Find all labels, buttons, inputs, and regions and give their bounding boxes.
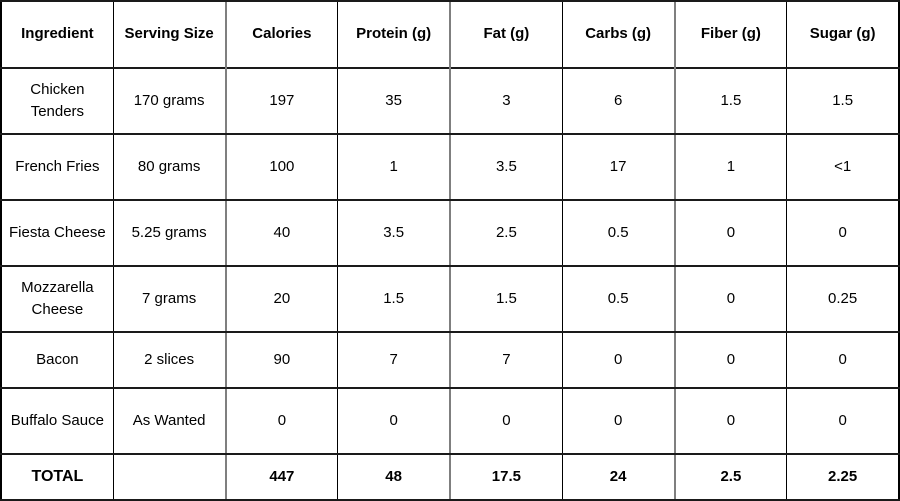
header-cell-sugar: Sugar (g) [786,0,900,69]
protein-cell: 1.5 [337,265,451,333]
ingredient-cell: Fiesta Cheese [0,199,114,267]
fat-cell: 7 [448,331,563,389]
sugar-cell: 1.5 [786,67,900,135]
total-label: TOTAL [0,453,114,501]
calories-cell: 40 [224,199,339,267]
fat-cell: 3.5 [448,133,563,201]
fiber-cell: 0 [673,199,788,267]
serving-size-cell: 7 grams [112,265,227,333]
carbs-cell: 0.5 [561,265,676,333]
fiber-cell: 1.5 [673,67,788,135]
fat-cell: 0 [448,387,563,455]
serving-size-cell: 170 grams [112,67,227,135]
protein-cell: 1 [337,133,451,201]
table-row-fiesta-cheese: Fiesta Cheese 5.25 grams 40 3.5 2.5 0.5 … [0,199,900,267]
table-row-buffalo-sauce: Buffalo Sauce As Wanted 0 0 0 0 0 0 [0,387,900,455]
table-body: Chicken Tenders 170 grams 197 35 3 6 1.5… [0,67,900,501]
total-calories-cell: 447 [224,453,339,501]
fat-cell: 1.5 [448,265,563,333]
fat-cell: 2.5 [448,199,563,267]
total-carbs-cell: 24 [561,453,676,501]
header-cell-fat: Fat (g) [448,0,563,69]
carbs-cell: 0 [561,331,676,389]
ingredient-cell: Mozzarella Cheese [0,265,114,333]
ingredient-cell: Buffalo Sauce [0,387,114,455]
total-sugar-cell: 2.25 [786,453,900,501]
table-row-total: TOTAL 447 48 17.5 24 2.5 2.25 [0,453,900,501]
total-fiber-cell: 2.5 [673,453,788,501]
protein-cell: 0 [337,387,451,455]
serving-size-cell: 2 slices [112,331,227,389]
total-serving-size-cell [112,453,227,501]
total-fat-cell: 17.5 [448,453,563,501]
carbs-cell: 0 [561,387,676,455]
fiber-cell: 0 [673,265,788,333]
calories-cell: 0 [224,387,339,455]
header-cell-serving-size: Serving Size [112,0,227,69]
table-row-mozzarella-cheese: Mozzarella Cheese 7 grams 20 1.5 1.5 0.5… [0,265,900,333]
fiber-cell: 0 [673,387,788,455]
sugar-cell: 0 [786,199,900,267]
fat-cell: 3 [448,67,563,135]
sugar-cell: <1 [786,133,900,201]
header-cell-carbs: Carbs (g) [561,0,676,69]
ingredient-cell: Bacon [0,331,114,389]
ingredient-cell: Chicken Tenders [0,67,114,135]
header-cell-ingredient: Ingredient [0,0,114,69]
carbs-cell: 6 [561,67,676,135]
protein-cell: 3.5 [337,199,451,267]
table-row-bacon: Bacon 2 slices 90 7 7 0 0 0 [0,331,900,389]
calories-cell: 100 [224,133,339,201]
header-cell-protein: Protein (g) [337,0,451,69]
table-row-chicken-tenders: Chicken Tenders 170 grams 197 35 3 6 1.5… [0,67,900,135]
table-row-french-fries: French Fries 80 grams 100 1 3.5 17 1 <1 [0,133,900,201]
header-cell-calories: Calories [224,0,339,69]
header-cell-fiber: Fiber (g) [673,0,788,69]
serving-size-cell: 5.25 grams [112,199,227,267]
fiber-cell: 0 [673,331,788,389]
table-header: Ingredient Serving Size Calories Protein… [0,0,900,69]
carbs-cell: 0.5 [561,199,676,267]
sugar-cell: 0 [786,331,900,389]
fiber-cell: 1 [673,133,788,201]
calories-cell: 90 [224,331,339,389]
sugar-cell: 0.25 [786,265,900,333]
ingredient-cell: French Fries [0,133,114,201]
calories-cell: 20 [224,265,339,333]
serving-size-cell: As Wanted [112,387,227,455]
protein-cell: 35 [337,67,451,135]
sugar-cell: 0 [786,387,900,455]
total-protein-cell: 48 [337,453,451,501]
calories-cell: 197 [224,67,339,135]
carbs-cell: 17 [561,133,676,201]
header-row: Ingredient Serving Size Calories Protein… [0,0,900,69]
serving-size-cell: 80 grams [112,133,227,201]
protein-cell: 7 [337,331,451,389]
